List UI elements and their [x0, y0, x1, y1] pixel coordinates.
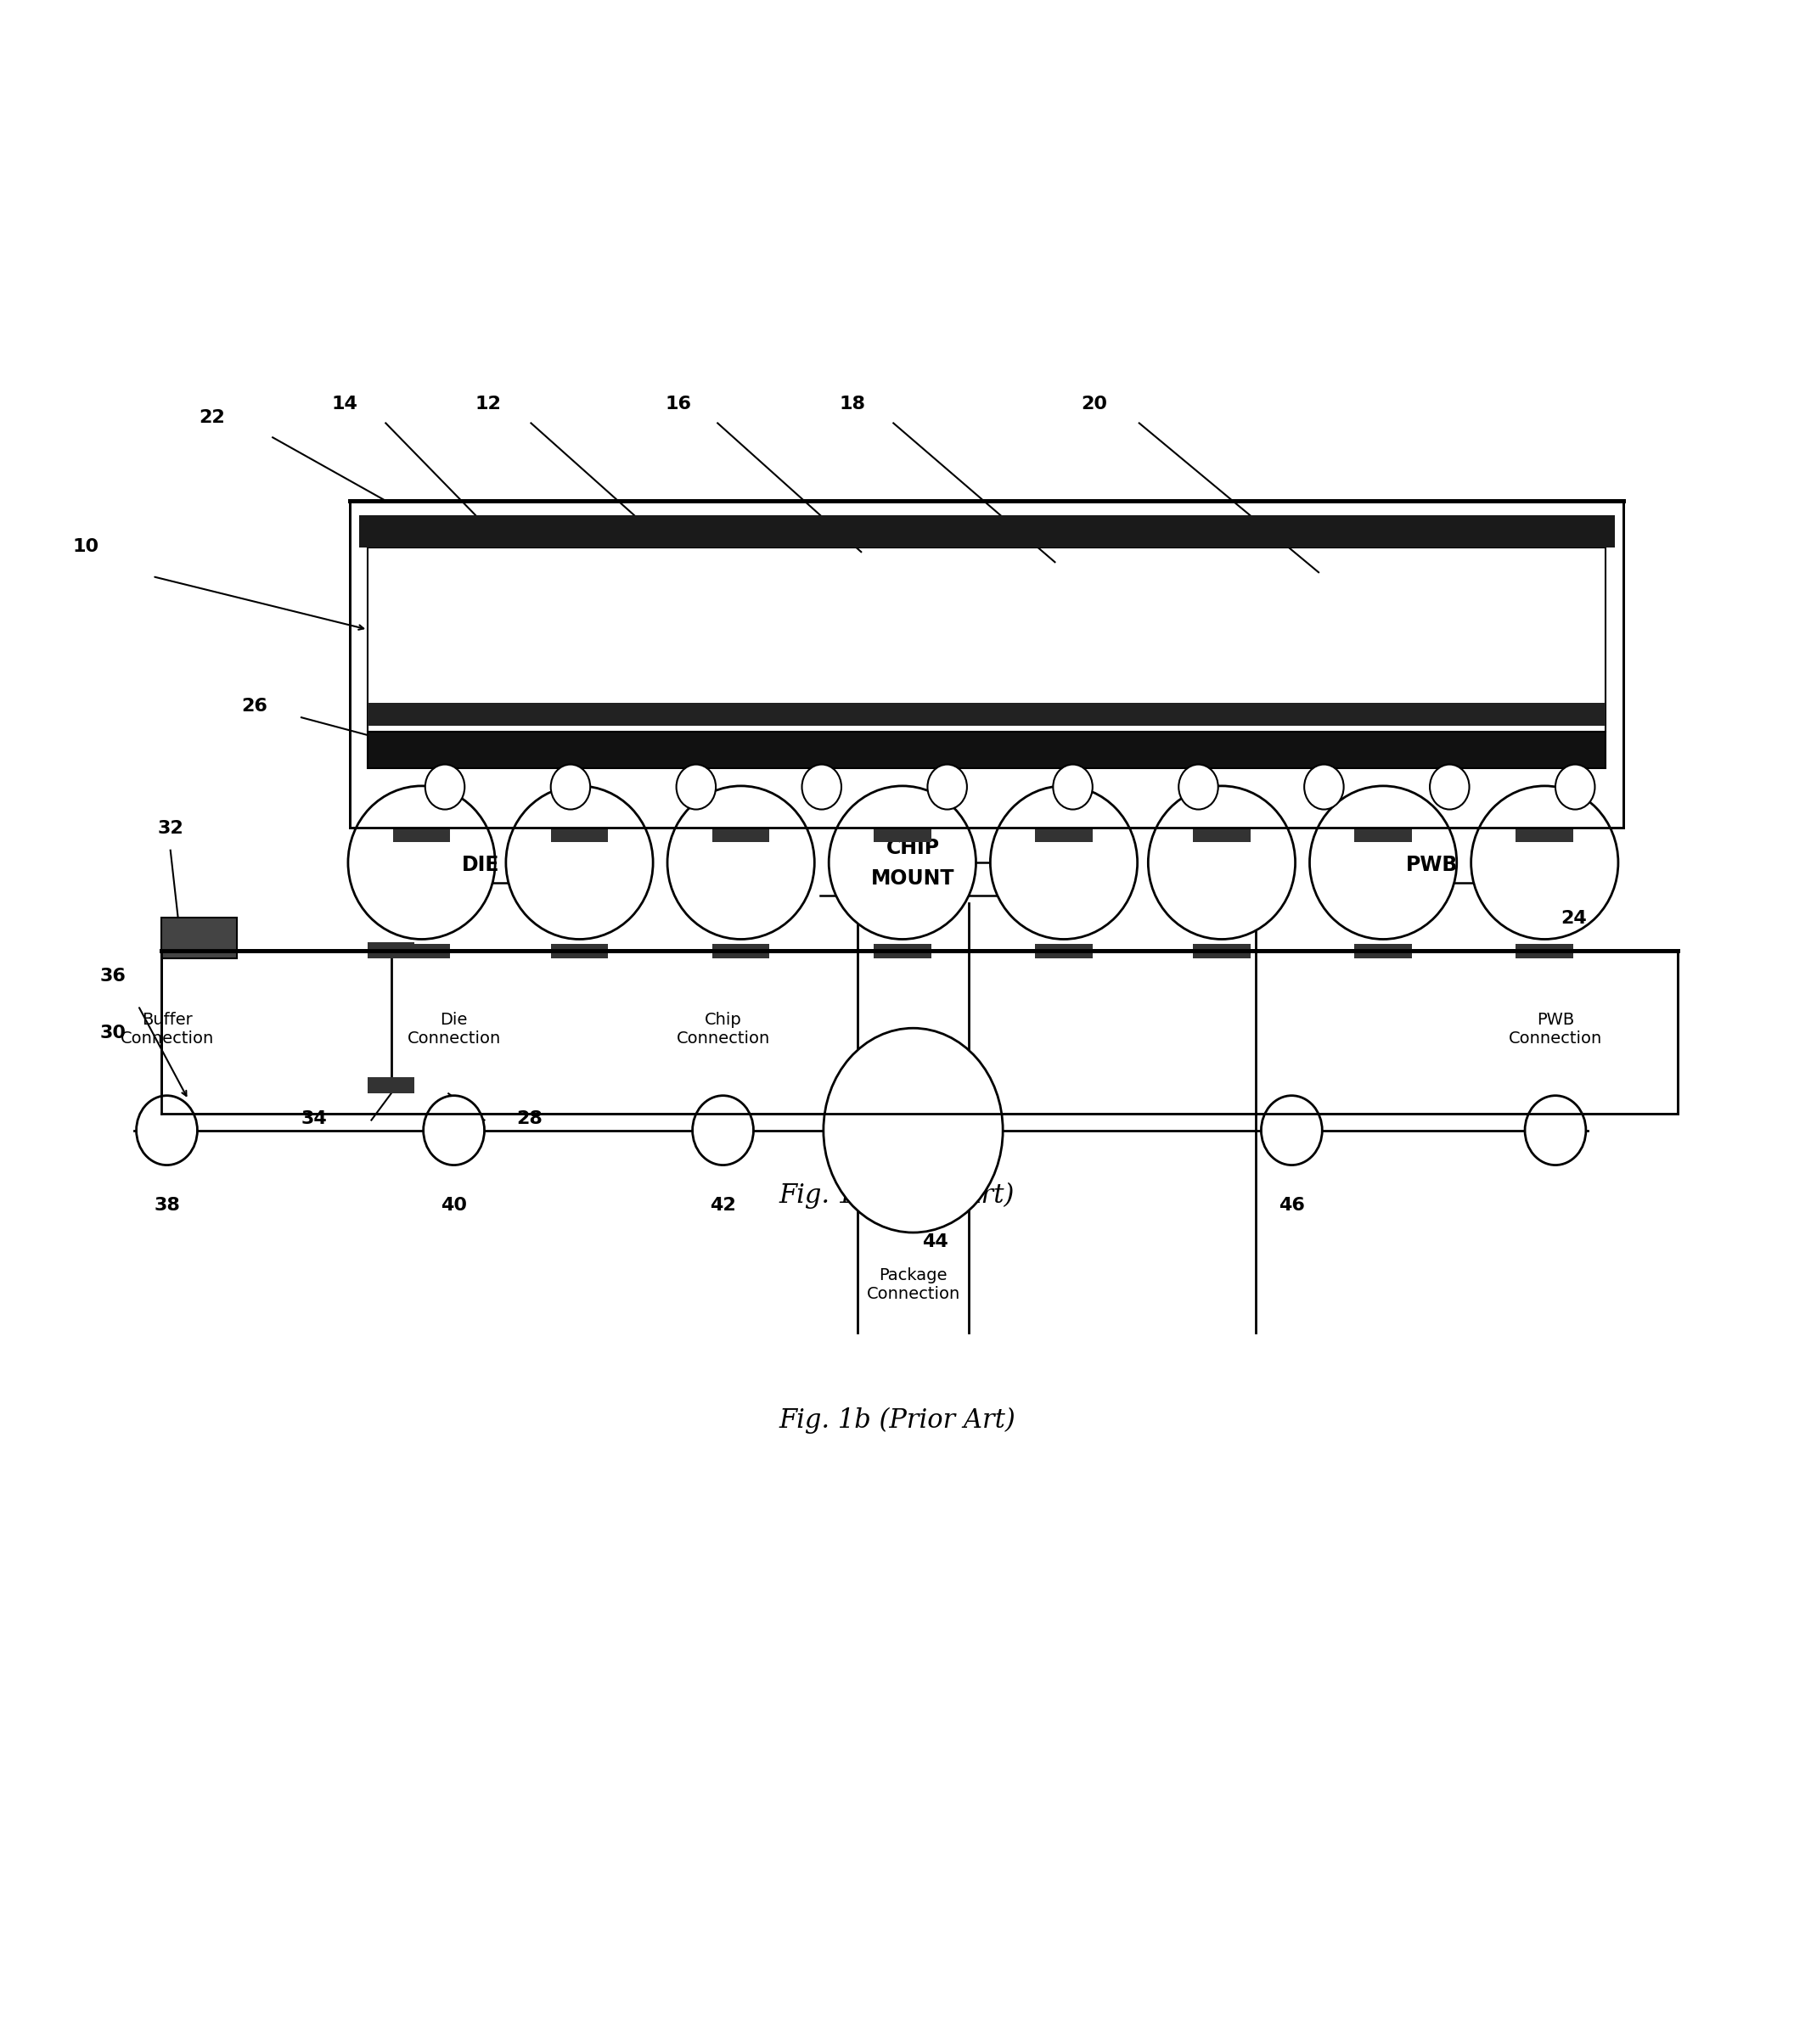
Bar [1035, 828, 1093, 842]
Bar [1516, 944, 1573, 959]
Bar [1354, 944, 1412, 959]
Text: 36: 36 [100, 967, 126, 985]
Bar [1193, 944, 1250, 959]
Text: 12: 12 [475, 394, 501, 413]
Text: 34: 34 [301, 1110, 327, 1128]
Text: 28: 28 [517, 1110, 542, 1128]
Circle shape [1261, 1096, 1322, 1165]
Text: Die
Connection: Die Connection [407, 1012, 501, 1047]
Circle shape [802, 764, 841, 809]
Circle shape [692, 1096, 753, 1165]
Circle shape [423, 1096, 484, 1165]
Bar [161, 950, 1677, 1114]
Text: 38: 38 [154, 1196, 179, 1214]
Ellipse shape [667, 787, 814, 940]
Ellipse shape [1471, 787, 1618, 940]
Text: PWB: PWB [1405, 854, 1459, 875]
Text: Fig. 1b (Prior Art): Fig. 1b (Prior Art) [779, 1408, 1015, 1433]
Text: 42: 42 [710, 1196, 736, 1214]
Text: Package
Connection: Package Connection [867, 1267, 960, 1302]
Circle shape [676, 764, 716, 809]
Ellipse shape [990, 787, 1137, 940]
Text: Buffer
Connection: Buffer Connection [120, 1012, 213, 1047]
Text: DIE: DIE [461, 854, 501, 875]
Ellipse shape [348, 787, 495, 940]
Text: 22: 22 [199, 409, 224, 427]
Bar [712, 828, 770, 842]
Text: Fig. 1a (Prior Art): Fig. 1a (Prior Art) [779, 1183, 1015, 1208]
Bar [368, 942, 414, 959]
Bar [1516, 828, 1573, 842]
Circle shape [551, 764, 590, 809]
Circle shape [1179, 764, 1218, 809]
Text: 16: 16 [666, 394, 691, 413]
Text: 20: 20 [1082, 394, 1107, 413]
Bar [368, 703, 1606, 726]
Circle shape [425, 764, 465, 809]
Circle shape [927, 764, 967, 809]
Text: 30: 30 [100, 1024, 126, 1042]
Ellipse shape [506, 787, 653, 940]
Bar [874, 828, 931, 842]
Bar [359, 515, 1615, 548]
Text: 46: 46 [1279, 1196, 1304, 1214]
Text: 26: 26 [242, 697, 267, 715]
Circle shape [1430, 764, 1469, 809]
Circle shape [136, 1096, 197, 1165]
Ellipse shape [1310, 787, 1457, 940]
Circle shape [1304, 764, 1344, 809]
Bar [368, 1077, 414, 1094]
Bar [551, 944, 608, 959]
Circle shape [1555, 764, 1595, 809]
Bar [1035, 944, 1093, 959]
Text: 40: 40 [441, 1196, 466, 1214]
Bar [393, 944, 450, 959]
Bar [1193, 828, 1250, 842]
Ellipse shape [829, 787, 976, 940]
Bar [874, 944, 931, 959]
Bar [161, 918, 237, 959]
Text: MOUNT: MOUNT [872, 869, 954, 889]
Text: 10: 10 [74, 538, 99, 556]
Circle shape [823, 1028, 1003, 1233]
Text: PWB
Connection: PWB Connection [1509, 1012, 1602, 1047]
Ellipse shape [1148, 787, 1295, 940]
Bar [712, 944, 770, 959]
Bar [350, 501, 1624, 828]
Text: 44: 44 [922, 1233, 949, 1251]
Bar [368, 548, 1606, 732]
Text: 32: 32 [158, 820, 183, 838]
Text: 18: 18 [840, 394, 865, 413]
Text: 14: 14 [332, 394, 357, 413]
Bar [368, 732, 1606, 769]
Circle shape [1053, 764, 1093, 809]
Text: Chip
Connection: Chip Connection [676, 1012, 770, 1047]
Bar [1354, 828, 1412, 842]
Text: 24: 24 [1561, 910, 1588, 928]
Text: CHIP: CHIP [886, 838, 940, 858]
Circle shape [1525, 1096, 1586, 1165]
Bar [551, 828, 608, 842]
Bar [393, 828, 450, 842]
